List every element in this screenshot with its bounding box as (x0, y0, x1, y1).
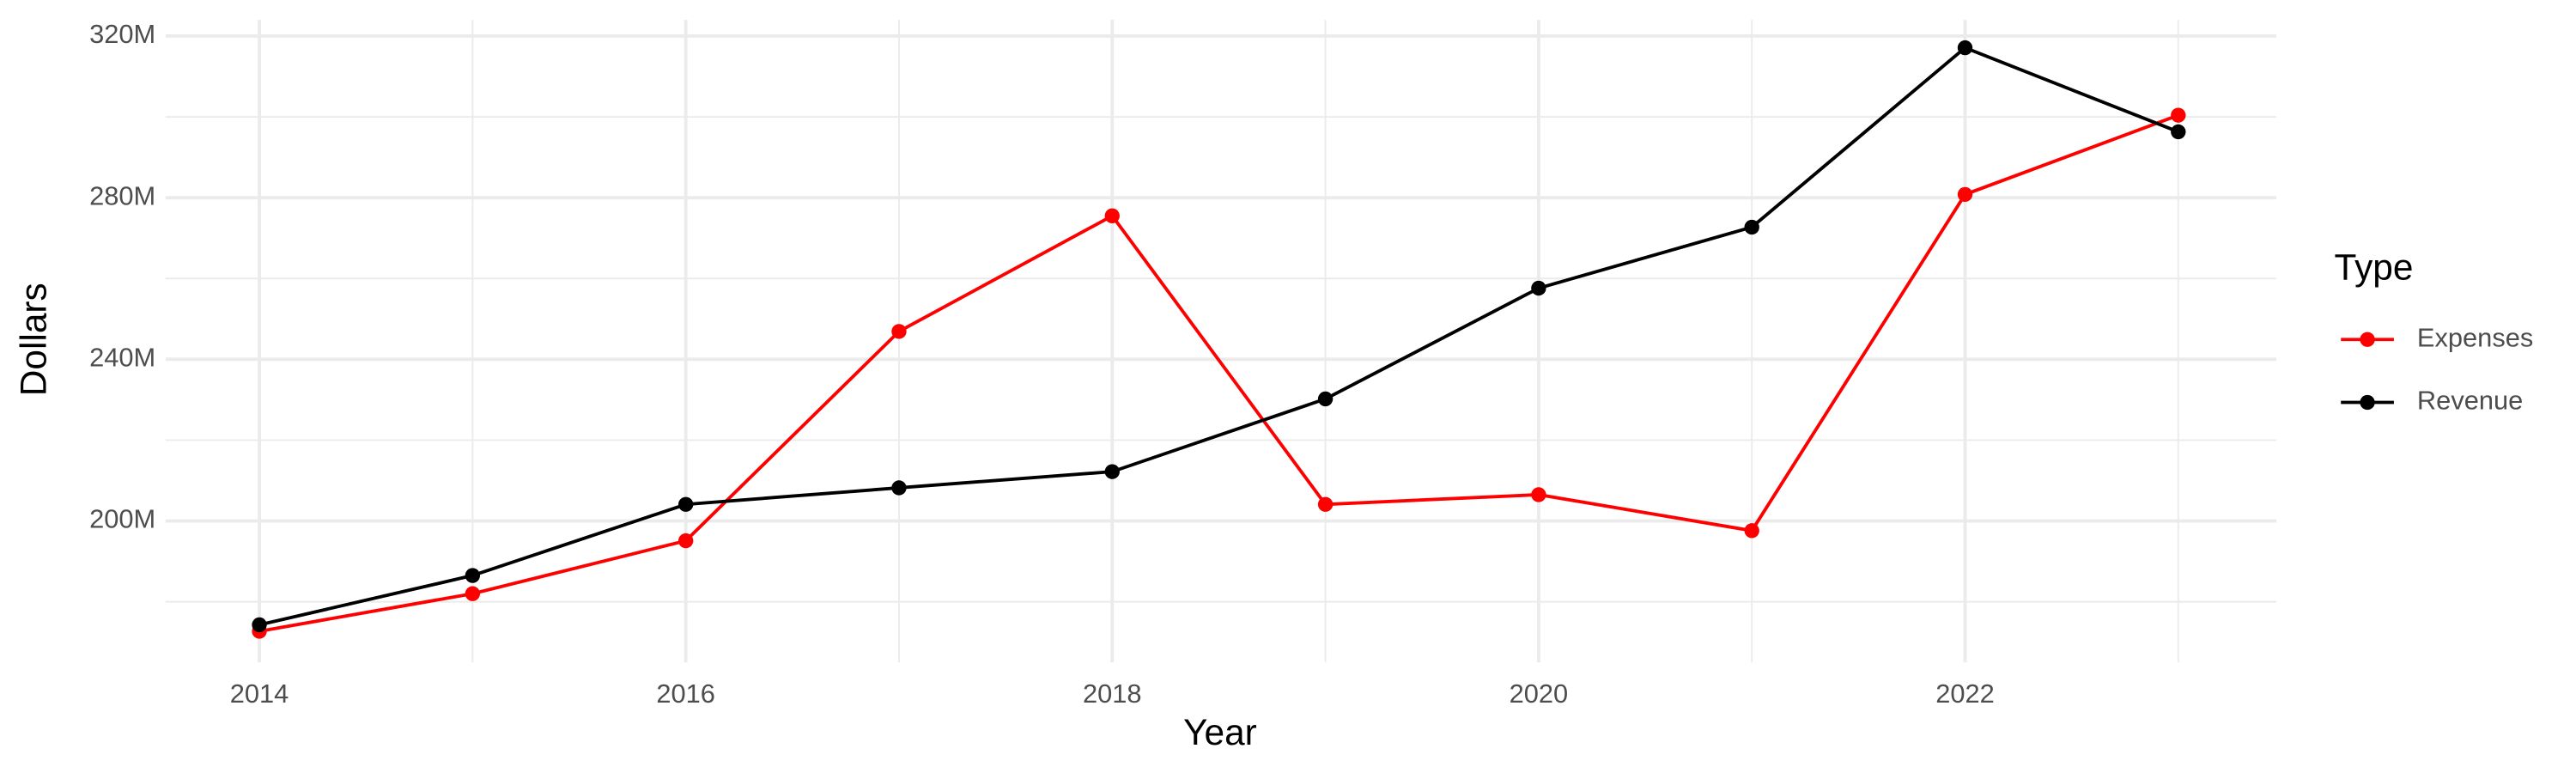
data-point (2171, 107, 2186, 123)
legend-swatch-point (2360, 394, 2375, 411)
y-axis-label: Dollars (14, 283, 54, 396)
data-point (465, 568, 481, 583)
data-point (677, 496, 694, 512)
data-point (891, 480, 907, 496)
data-point (891, 324, 907, 339)
data-point (465, 586, 481, 601)
legend-label: Expenses (2417, 322, 2533, 352)
x-tick-label: 2022 (1935, 679, 1995, 709)
x-tick-label: 2020 (1510, 679, 1569, 709)
data-point (1957, 186, 1973, 203)
x-tick-label: 2014 (230, 679, 289, 709)
data-point (1104, 464, 1120, 479)
data-point (1744, 523, 1759, 539)
y-tick-label: 240M (89, 342, 155, 372)
data-point (1957, 40, 1973, 56)
legend-label: Revenue (2417, 386, 2523, 416)
data-point (1317, 391, 1334, 407)
data-point (677, 533, 694, 549)
y-tick-label: 280M (89, 180, 155, 210)
x-tick-label: 2016 (656, 679, 715, 709)
data-point (252, 617, 267, 633)
y-tick-label: 320M (89, 19, 155, 49)
data-point (1531, 487, 1546, 502)
legend-title: Type (2335, 247, 2414, 287)
series-line (258, 46, 2179, 627)
data-point (1317, 496, 1334, 512)
data-point (1531, 280, 1546, 296)
data-point (1744, 219, 1759, 235)
x-tick-label: 2018 (1083, 679, 1142, 709)
series-line (258, 113, 2179, 633)
data-point (1104, 208, 1120, 223)
data-point (2171, 124, 2186, 140)
legend-swatch-point (2360, 332, 2375, 347)
y-tick-label: 200M (89, 504, 155, 534)
x-axis-label: Year (1183, 712, 1257, 752)
